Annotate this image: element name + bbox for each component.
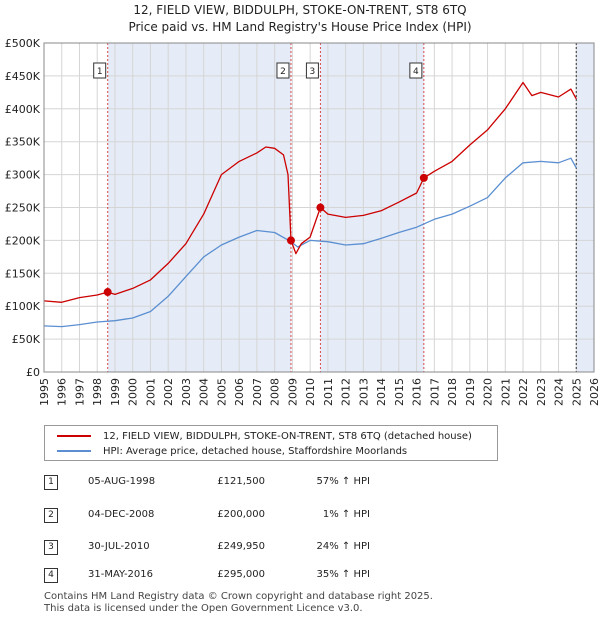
sale-date: 04-DEC-2008	[88, 509, 155, 520]
sale-date: 31-MAY-2016	[88, 569, 154, 580]
x-tick-label: 1996	[56, 378, 69, 406]
sale-date: 05-AUG-1998	[88, 476, 156, 487]
sale-hpi-change: 35% ↑ HPI	[316, 569, 370, 580]
sale-price: £249,950	[217, 541, 265, 552]
sale-price: £121,500	[217, 476, 265, 487]
sale-number-label: 1	[97, 67, 103, 77]
sale-number-box	[93, 62, 107, 79]
x-tick-label: 2002	[162, 378, 175, 406]
sale-number-label: 4	[413, 67, 419, 77]
x-tick-label: 2026	[588, 378, 600, 406]
x-tick-label: 2025	[570, 378, 583, 406]
x-tick-label: 2004	[198, 378, 211, 406]
legend-label-property: 12, FIELD VIEW, BIDDULPH, STOKE-ON-TRENT…	[103, 430, 472, 442]
legend-label-hpi: HPI: Average price, detached house, Staf…	[103, 445, 408, 457]
sale-number-label: 3	[310, 67, 316, 77]
x-tick-label: 2016	[411, 378, 424, 406]
x-tick-label: 2008	[269, 378, 282, 406]
price-chart: £0 £50K £100K £150K £200K £250K £300K £350K £400…	[5, 37, 600, 406]
sale-badge: 3	[44, 540, 58, 555]
sale-row: 3 30-JUL-2010 £249,950 24% ↑ HPI	[0, 540, 600, 558]
x-tick-label: 2010	[304, 378, 317, 406]
hpi-line	[43, 157, 577, 328]
x-tick-label: 2013	[357, 378, 370, 406]
x-tick-label: 2003	[180, 378, 193, 406]
sale-badge: 4	[44, 568, 58, 583]
x-tick-label: 2009	[286, 378, 299, 406]
sale-badge: 1	[44, 475, 58, 490]
sale-number-box	[409, 62, 423, 79]
sale-marker	[419, 173, 428, 182]
legend-item-property: 12, FIELD VIEW, BIDDULPH, STOKE-ON-TRENT…	[57, 429, 472, 443]
x-tick-label: 2000	[127, 378, 140, 406]
sale-row: 1 05-AUG-1998 £121,500 57% ↑ HPI	[0, 475, 600, 493]
sale-row: 4 31-MAY-2016 £295,000 35% ↑ HPI	[0, 568, 600, 586]
chart-subtitle: Price paid vs. HM Land Registry's House …	[128, 20, 472, 34]
sale-number-box	[305, 62, 319, 79]
x-tick-label: 2021	[499, 378, 512, 406]
x-tick-label: 2019	[464, 378, 477, 406]
x-tick-label: 2014	[375, 378, 388, 406]
x-tick-label: 2017	[428, 378, 441, 406]
plot-frame	[43, 42, 595, 373]
x-tick-label: 2020	[482, 378, 495, 406]
legend-item-hpi: HPI: Average price, detached house, Staf…	[57, 444, 407, 458]
y-tick-label: £450K	[5, 70, 41, 83]
x-tick-label: 2005	[215, 378, 228, 406]
legend-swatch-hpi	[57, 450, 91, 452]
x-tick-label: 2015	[393, 378, 406, 406]
sale-price: £200,000	[217, 509, 265, 520]
x-tick-label: 2022	[517, 378, 530, 406]
sale-price: £295,000	[217, 569, 265, 580]
sale-marker	[103, 288, 112, 297]
sale-marker	[316, 203, 325, 212]
x-tick-label: 1997	[73, 378, 86, 406]
sale-number-box	[276, 62, 290, 79]
y-tick-label: £200K	[5, 234, 41, 247]
sale-date: 30-JUL-2010	[88, 541, 150, 552]
y-tick-label: £500K	[5, 37, 41, 50]
sale-hpi-change: 24% ↑ HPI	[316, 541, 370, 552]
x-tick-label: 2018	[446, 378, 459, 406]
x-tick-label: 2012	[340, 378, 353, 406]
footer-licence: This data is licensed under the Open Gov…	[44, 603, 363, 614]
x-tick-label: 2001	[144, 378, 157, 406]
footer-copyright: Contains HM Land Registry data © Crown c…	[44, 591, 433, 602]
x-tick-label: 2006	[233, 378, 246, 406]
x-tick-label: 2011	[322, 378, 335, 406]
y-tick-label: £50K	[12, 333, 41, 346]
y-tick-label: £150K	[5, 267, 41, 280]
sale-row: 2 04-DEC-2008 £200,000 1% ↑ HPI	[0, 508, 600, 526]
sale-badge: 2	[44, 508, 58, 523]
y-tick-label: £400K	[5, 103, 41, 116]
x-tick-label: 2007	[251, 378, 264, 406]
sale-marker	[286, 236, 295, 245]
x-tick-label: 1995	[38, 378, 51, 406]
sale-hpi-change: 1% ↑ HPI	[322, 509, 370, 520]
property-price-line	[43, 81, 577, 303]
y-tick-label: £100K	[5, 300, 41, 313]
sale-number-label: 2	[280, 67, 286, 77]
legend-swatch-property	[57, 435, 91, 437]
legend: 12, FIELD VIEW, BIDDULPH, STOKE-ON-TRENT…	[44, 425, 498, 461]
y-tick-label: £0	[26, 366, 40, 379]
y-tick-label: £250K	[5, 202, 41, 215]
y-tick-label: £350K	[5, 136, 41, 149]
x-tick-label: 2023	[535, 378, 548, 406]
x-tick-label: 1999	[109, 378, 122, 406]
x-tick-label: 2024	[553, 378, 566, 406]
sale-hpi-change: 57% ↑ HPI	[316, 476, 370, 487]
y-tick-label: £300K	[5, 169, 41, 182]
chart-title: 12, FIELD VIEW, BIDDULPH, STOKE-ON-TRENT…	[133, 3, 467, 17]
x-tick-label: 1998	[91, 378, 104, 406]
